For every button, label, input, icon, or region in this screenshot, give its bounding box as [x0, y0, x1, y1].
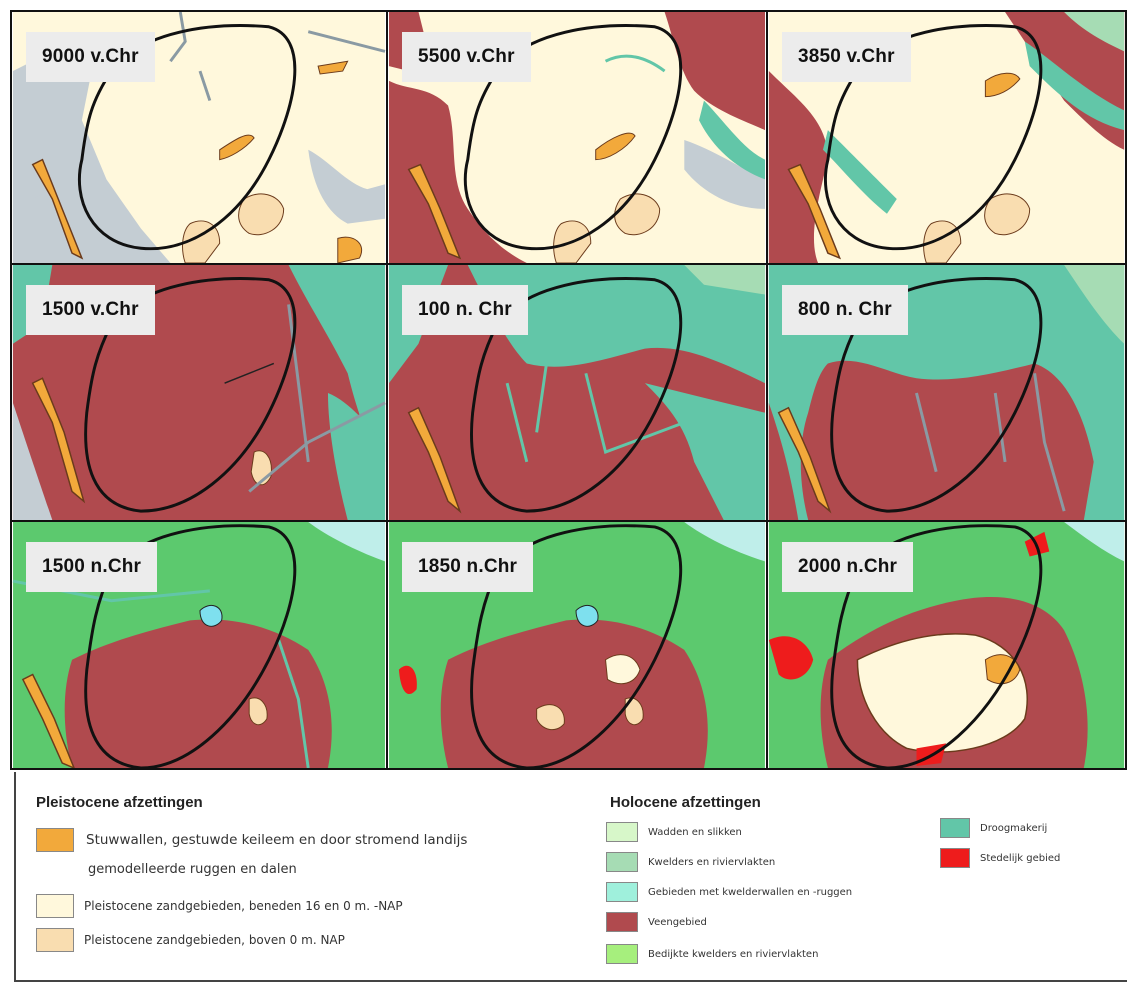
legend-label: Kwelders en riviervlakten [648, 856, 776, 868]
legend-item-stuwwallen-cont: gemodelleerde ruggen en dalen [88, 862, 297, 877]
legend-item-kwelders: Kwelders en riviervlakten [606, 852, 775, 872]
map-legend: Pleistocene afzettingen Stuwwallen, gest… [14, 772, 1127, 982]
panel-label: 1500 n.Chr [26, 542, 158, 592]
legend-item-wadden: Wadden en slikken [606, 822, 742, 842]
legend-label: Gebieden met kwelderwallen en -ruggen [648, 886, 853, 898]
legend-label: Stuwwallen, gestuwde keileem en door str… [86, 832, 468, 848]
legend-swatch [606, 912, 638, 932]
map-panel-5500-bc: 5500 v.Chr [386, 10, 768, 265]
legend-label: Droogmakerij [980, 822, 1048, 834]
map-panel-3850-bc: 3850 v.Chr [766, 10, 1127, 265]
legend-item-zand-beneden: Pleistocene zandgebieden, beneden 16 en … [36, 894, 403, 918]
legend-label: Stedelijk gebied [980, 852, 1061, 864]
legend-label: Pleistocene zandgebieden, beneden 16 en … [84, 899, 403, 913]
legend-item-veengebied: Veengebied [606, 912, 707, 932]
map-panel-800-ad: 800 n. Chr [766, 263, 1127, 522]
legend-item-droogmakerij: Droogmakerij [940, 818, 1047, 838]
map-9000-bc [12, 12, 386, 263]
legend-item-stuwwallen: Stuwwallen, gestuwde keileem en door str… [36, 828, 467, 852]
map-panel-2000-ad: 2000 n.Chr [766, 520, 1127, 770]
panel-label: 800 n. Chr [782, 285, 908, 335]
panel-label: 5500 v.Chr [402, 32, 531, 82]
panel-label: 1850 n.Chr [402, 542, 534, 592]
legend-label: Wadden en slikken [648, 826, 742, 838]
panel-label: 2000 n.Chr [782, 542, 914, 592]
map-1850-ad [389, 522, 765, 768]
map-5500-bc [388, 12, 766, 263]
map-1500-ad [12, 522, 385, 768]
legend-label: Bedijkte kwelders en riviervlakten [648, 948, 819, 960]
legend-swatch [606, 944, 638, 964]
legend-swatch [606, 822, 638, 842]
pleistocene-legend-title: Pleistocene afzettingen [36, 794, 203, 811]
legend-swatch [36, 928, 74, 952]
panel-label: 3850 v.Chr [782, 32, 911, 82]
holocene-legend-title: Holocene afzettingen [610, 794, 761, 811]
legend-swatch [606, 882, 638, 902]
legend-swatch [940, 848, 970, 868]
legend-item-stedelijk: Stedelijk gebied [940, 848, 1060, 868]
panel-label: 1500 v.Chr [26, 285, 155, 335]
panel-label: 100 n. Chr [402, 285, 528, 335]
legend-swatch [36, 894, 74, 918]
legend-item-kwelderwallen: Gebieden met kwelderwallen en -ruggen [606, 882, 852, 902]
legend-label: gemodelleerde ruggen en dalen [88, 862, 297, 877]
legend-swatch [36, 828, 74, 852]
legend-item-zand-boven: Pleistocene zandgebieden, boven 0 m. NAP [36, 928, 345, 952]
legend-label: Veengebied [648, 916, 707, 928]
panel-label: 9000 v.Chr [26, 32, 155, 82]
map-panel-1850-ad: 1850 n.Chr [386, 520, 768, 770]
legend-swatch [940, 818, 970, 838]
map-panel-100-ad: 100 n. Chr [386, 263, 768, 522]
legend-swatch [606, 852, 638, 872]
map-grid: 9000 v.Chr 5500 v.Chr [10, 10, 1127, 770]
map-panel-1500-bc: 1500 v.Chr [10, 263, 388, 522]
legend-label: Pleistocene zandgebieden, boven 0 m. NAP [84, 933, 345, 947]
map-panel-9000-bc: 9000 v.Chr [10, 10, 388, 265]
legend-item-bedijkte: Bedijkte kwelders en riviervlakten [606, 944, 818, 964]
map-panel-1500-ad: 1500 n.Chr [10, 520, 388, 770]
